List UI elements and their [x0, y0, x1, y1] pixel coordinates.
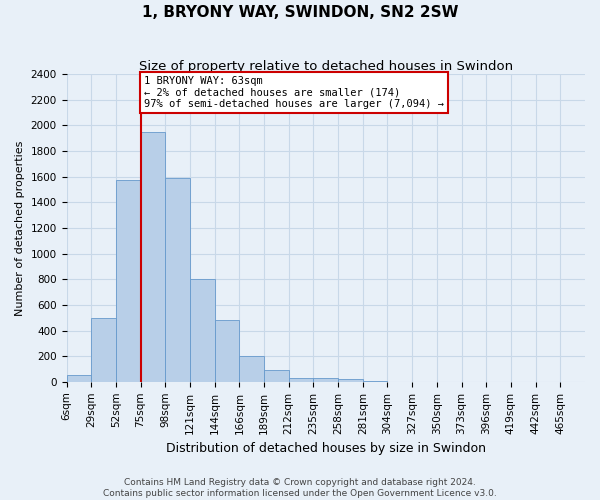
Bar [363, 381, 388, 382]
X-axis label: Distribution of detached houses by size in Swindon: Distribution of detached houses by size … [166, 442, 486, 455]
Bar [91, 318, 116, 382]
Text: 1 BRYONY WAY: 63sqm
← 2% of detached houses are smaller (174)
97% of semi-detach: 1 BRYONY WAY: 63sqm ← 2% of detached hou… [144, 76, 444, 109]
Bar [67, 376, 91, 382]
Bar [264, 370, 289, 382]
Bar [215, 320, 239, 382]
Y-axis label: Number of detached properties: Number of detached properties [15, 140, 25, 316]
Bar [165, 178, 190, 382]
Bar [116, 180, 140, 382]
Bar [338, 380, 363, 382]
Bar [289, 378, 313, 382]
Bar [313, 378, 338, 382]
Text: 1, BRYONY WAY, SWINDON, SN2 2SW: 1, BRYONY WAY, SWINDON, SN2 2SW [142, 5, 458, 20]
Bar [140, 132, 165, 382]
Title: Size of property relative to detached houses in Swindon: Size of property relative to detached ho… [139, 60, 513, 73]
Bar [190, 280, 215, 382]
Bar [239, 356, 264, 382]
Text: Contains HM Land Registry data © Crown copyright and database right 2024.
Contai: Contains HM Land Registry data © Crown c… [103, 478, 497, 498]
